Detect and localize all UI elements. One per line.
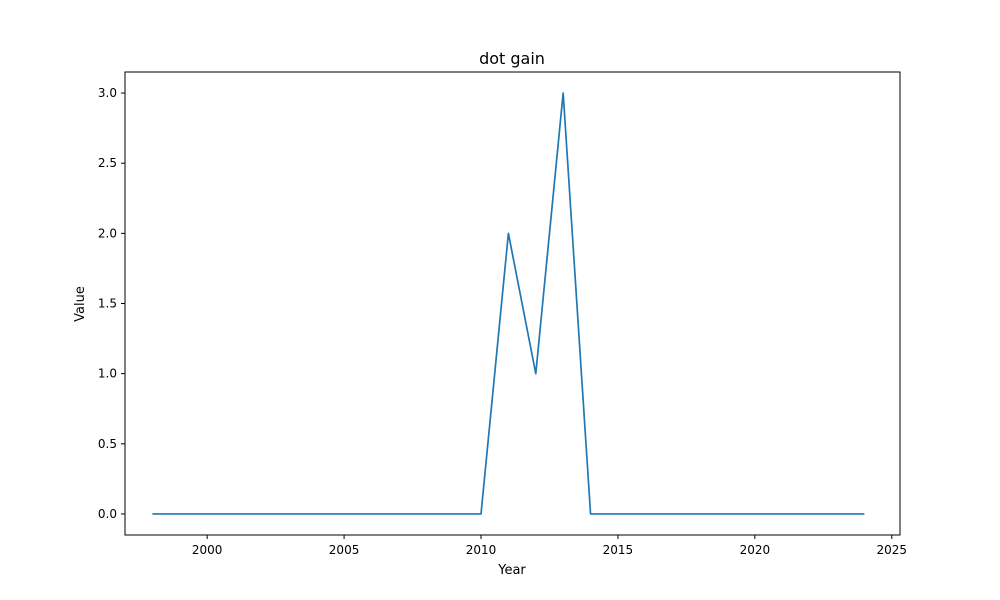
- y-tick-label: 1.5: [98, 297, 117, 311]
- y-tick-label: 0.0: [98, 507, 117, 521]
- x-tick-label: 2010: [466, 543, 497, 557]
- plot-frame: [124, 71, 901, 536]
- x-tick-label: 2000: [192, 543, 223, 557]
- series-line-1: [152, 92, 865, 515]
- y-tick-label: 3.0: [98, 86, 117, 100]
- y-tick-label: 2.5: [98, 156, 117, 170]
- chart-title: dot gain: [479, 49, 545, 68]
- x-tick-label: 2025: [877, 543, 908, 557]
- x-tick-label: 2020: [740, 543, 771, 557]
- y-tick-label: 0.5: [98, 437, 117, 451]
- x-axis: 2000 2005 2010 2015 2020 2025: [192, 535, 907, 557]
- x-tick-label: 2015: [603, 543, 634, 557]
- y-axis-label: Value: [73, 286, 88, 322]
- y-axis: 0.0 0.5 1.0 1.5 2.0 2.5 3.0: [98, 86, 125, 521]
- x-axis-label: Year: [497, 563, 526, 578]
- x-tick-label: 2005: [329, 543, 360, 557]
- series-layer: [152, 92, 865, 515]
- y-tick-label: 1.0: [98, 367, 117, 381]
- y-tick-label: 2.0: [98, 226, 117, 240]
